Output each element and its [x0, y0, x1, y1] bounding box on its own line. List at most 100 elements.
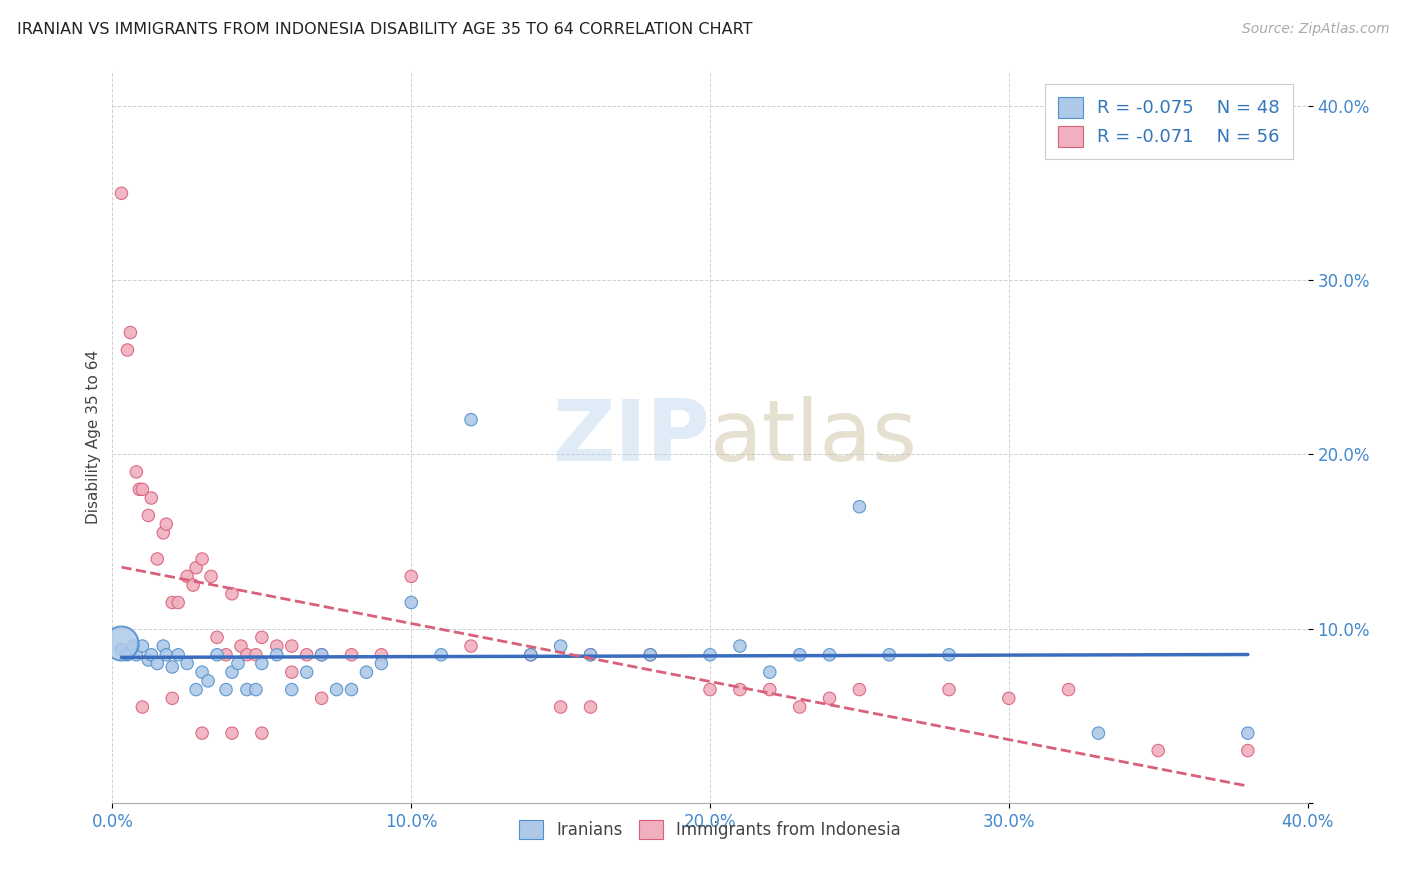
Point — [221, 726, 243, 740]
Point — [162, 691, 183, 706]
Point — [998, 691, 1021, 706]
Point — [848, 500, 870, 514]
Point — [152, 525, 174, 540]
Point — [789, 648, 811, 662]
Point — [579, 648, 602, 662]
Point — [146, 552, 169, 566]
Point — [176, 657, 198, 671]
Point — [460, 639, 482, 653]
Point — [155, 517, 177, 532]
Point — [281, 665, 304, 680]
Point — [250, 657, 273, 671]
Legend: Iranians, Immigrants from Indonesia: Iranians, Immigrants from Indonesia — [513, 814, 907, 846]
Point — [848, 682, 870, 697]
Point — [640, 648, 662, 662]
Point — [110, 635, 132, 649]
Point — [245, 648, 267, 662]
Point — [197, 673, 219, 688]
Point — [229, 639, 252, 653]
Point — [325, 682, 347, 697]
Point — [1057, 682, 1080, 697]
Point — [1237, 743, 1260, 757]
Point — [295, 665, 318, 680]
Point — [167, 648, 190, 662]
Point — [191, 552, 214, 566]
Point — [138, 653, 160, 667]
Point — [550, 639, 572, 653]
Point — [162, 595, 183, 609]
Point — [266, 639, 288, 653]
Point — [226, 657, 249, 671]
Point — [579, 700, 602, 714]
Y-axis label: Disability Age 35 to 64: Disability Age 35 to 64 — [86, 350, 101, 524]
Point — [699, 648, 721, 662]
Point — [370, 648, 392, 662]
Point — [205, 648, 228, 662]
Point — [281, 682, 304, 697]
Point — [818, 648, 841, 662]
Point — [181, 578, 204, 592]
Point — [1147, 743, 1170, 757]
Point — [430, 648, 453, 662]
Point — [152, 639, 174, 653]
Point — [236, 682, 259, 697]
Point — [245, 682, 267, 697]
Text: Source: ZipAtlas.com: Source: ZipAtlas.com — [1241, 22, 1389, 37]
Point — [176, 569, 198, 583]
Point — [520, 648, 543, 662]
Point — [295, 648, 318, 662]
Point — [167, 595, 190, 609]
Point — [311, 691, 333, 706]
Point — [520, 648, 543, 662]
Text: IRANIAN VS IMMIGRANTS FROM INDONESIA DISABILITY AGE 35 TO 64 CORRELATION CHART: IRANIAN VS IMMIGRANTS FROM INDONESIA DIS… — [17, 22, 752, 37]
Point — [122, 639, 145, 653]
Point — [250, 631, 273, 645]
Point — [250, 726, 273, 740]
Point — [131, 639, 153, 653]
Point — [281, 639, 304, 653]
Point — [938, 648, 960, 662]
Point — [579, 648, 602, 662]
Point — [401, 569, 423, 583]
Point — [131, 700, 153, 714]
Point — [879, 648, 901, 662]
Point — [266, 648, 288, 662]
Point — [1237, 726, 1260, 740]
Point — [146, 657, 169, 671]
Point — [789, 700, 811, 714]
Point — [221, 665, 243, 680]
Point — [236, 648, 259, 662]
Point — [200, 569, 222, 583]
Point — [640, 648, 662, 662]
Point — [311, 648, 333, 662]
Point — [370, 657, 392, 671]
Point — [141, 491, 163, 505]
Point — [759, 665, 782, 680]
Point — [125, 465, 148, 479]
Point — [110, 642, 132, 657]
Point — [728, 682, 751, 697]
Point — [356, 665, 378, 680]
Point — [550, 700, 572, 714]
Point — [215, 648, 238, 662]
Point — [186, 682, 208, 697]
Point — [128, 483, 150, 497]
Point — [205, 631, 228, 645]
Point — [460, 412, 482, 426]
Text: atlas: atlas — [710, 395, 918, 479]
Point — [191, 665, 214, 680]
Point — [141, 648, 163, 662]
Point — [215, 682, 238, 697]
Point — [117, 648, 139, 662]
Point — [155, 648, 177, 662]
Point — [131, 483, 153, 497]
Point — [311, 648, 333, 662]
Point — [110, 186, 132, 201]
Point — [401, 595, 423, 609]
Point — [818, 691, 841, 706]
Point — [138, 508, 160, 523]
Point — [191, 726, 214, 740]
Text: ZIP: ZIP — [553, 395, 710, 479]
Point — [728, 639, 751, 653]
Point — [221, 587, 243, 601]
